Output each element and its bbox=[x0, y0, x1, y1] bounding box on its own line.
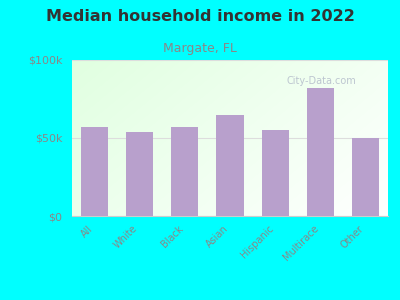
Bar bbox=[352, 138, 379, 216]
Bar bbox=[216, 115, 244, 216]
Bar bbox=[262, 130, 289, 216]
Bar bbox=[126, 132, 153, 216]
Text: Margate, FL: Margate, FL bbox=[163, 42, 237, 55]
Bar bbox=[81, 127, 108, 216]
Bar bbox=[171, 127, 198, 216]
Bar bbox=[307, 88, 334, 216]
Text: City-Data.com: City-Data.com bbox=[287, 76, 357, 85]
Text: Median household income in 2022: Median household income in 2022 bbox=[46, 9, 354, 24]
